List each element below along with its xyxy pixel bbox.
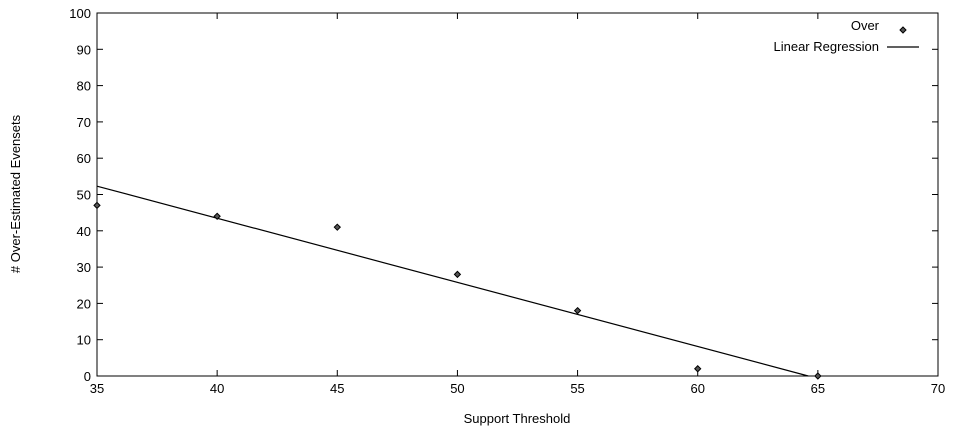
data-point xyxy=(333,223,341,231)
y-tick-label: 10 xyxy=(77,333,91,348)
plot-frame xyxy=(96,12,939,377)
x-axis-label: Support Threshold xyxy=(464,411,571,426)
y-tick-label: 90 xyxy=(77,42,91,57)
x-tick-label: 55 xyxy=(570,381,584,396)
regression-line xyxy=(96,185,809,377)
y-tick-label: 70 xyxy=(77,115,91,130)
y-tick-label: 40 xyxy=(77,224,91,239)
y-tick-label: 30 xyxy=(77,260,91,275)
x-tick-label: 50 xyxy=(450,381,464,396)
data-point xyxy=(814,372,822,380)
y-axis-ticks: 0 10 20 30 40 50 60 70 80 90 100 xyxy=(69,6,938,384)
y-tick-label: 20 xyxy=(77,296,91,311)
legend: Over Linear Regression xyxy=(773,18,919,54)
y-tick-label: 60 xyxy=(77,151,91,166)
y-tick-label: 80 xyxy=(77,79,91,94)
x-tick-label: 65 xyxy=(811,381,825,396)
y-tick-label: 50 xyxy=(77,188,91,203)
x-tick-label: 60 xyxy=(690,381,704,396)
x-tick-label: 45 xyxy=(330,381,344,396)
data-point xyxy=(573,306,582,315)
data-point xyxy=(93,201,101,210)
legend-label-linear-regression: Linear Regression xyxy=(773,39,879,54)
y-tick-label: 100 xyxy=(69,6,91,21)
x-axis-ticks: 35 40 45 50 55 60 65 70 xyxy=(90,13,945,396)
data-point xyxy=(694,365,702,373)
x-tick-label: 40 xyxy=(210,381,224,396)
y-tick-label: 0 xyxy=(84,369,91,384)
legend-label-over: Over xyxy=(851,18,880,33)
legend-marker-over xyxy=(899,26,907,34)
x-tick-label: 35 xyxy=(90,381,104,396)
data-point xyxy=(213,212,221,220)
y-axis-label: # Over-Estimated Evensets xyxy=(8,114,23,273)
series-layer xyxy=(93,185,822,380)
x-tick-label: 70 xyxy=(931,381,945,396)
data-point xyxy=(453,270,462,279)
